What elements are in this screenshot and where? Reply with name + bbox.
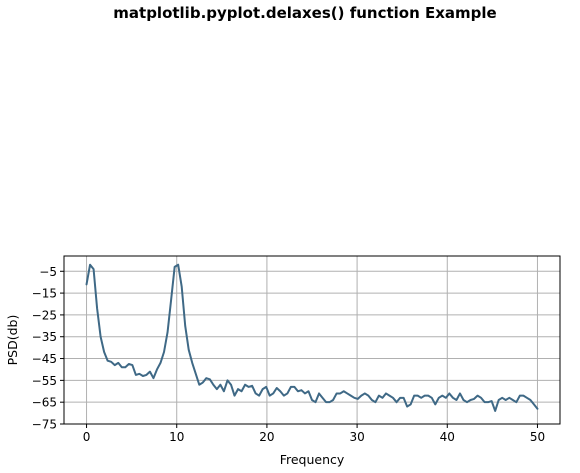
x-tick-label: 0	[83, 430, 91, 444]
tick-marks	[60, 270, 538, 428]
y-axis-label: PSD(db)	[5, 315, 20, 366]
x-tick-label: 50	[530, 430, 545, 444]
y-tick-label: −45	[32, 352, 57, 366]
x-tick-label: 30	[349, 430, 364, 444]
figure-suptitle: matplotlib.pyplot.delaxes() function Exa…	[113, 4, 497, 22]
y-tick-label: −5	[39, 265, 57, 279]
y-tick-label: −55	[32, 374, 57, 388]
series-layer	[85, 263, 539, 412]
y-tick-label: −75	[32, 418, 57, 432]
axes-frame	[63, 255, 561, 425]
y-tick-label: −25	[32, 308, 57, 322]
psd-series-line	[85, 263, 539, 412]
x-tick-label: 10	[169, 430, 184, 444]
x-axis-label: Frequency	[280, 452, 345, 467]
y-tick-label: −35	[32, 330, 57, 344]
x-tick-label: 40	[440, 430, 455, 444]
y-tick-label: −65	[32, 396, 57, 410]
y-tick-label: −15	[32, 287, 57, 301]
x-tick-labels: 0 10 20 30 40 50	[83, 430, 545, 444]
x-tick-label: 20	[259, 430, 274, 444]
grid-lines	[64, 256, 560, 425]
y-tick-labels: −5 −15 −25 −35 −45 −55 −65 −75	[32, 265, 57, 432]
